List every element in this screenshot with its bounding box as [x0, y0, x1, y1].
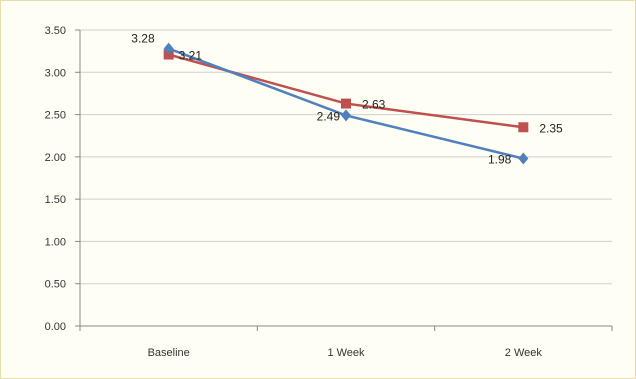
data-point-marker	[163, 42, 174, 55]
y-tick-label: 2.50	[45, 110, 66, 122]
y-tick-label: 3.50	[45, 25, 66, 37]
data-point-marker	[518, 152, 529, 165]
x-tick-label: 2 Week	[505, 347, 543, 359]
data-label: 2.35	[539, 121, 563, 135]
data-label: 3.21	[179, 49, 203, 63]
data-label: 2.49	[317, 109, 341, 123]
data-point-marker	[341, 109, 351, 122]
y-tick-label: 0.50	[45, 279, 66, 291]
x-tick-label: 1 Week	[327, 347, 365, 359]
data-label: 1.98	[488, 153, 512, 167]
data-point-marker	[341, 98, 351, 109]
y-tick-label: 2.00	[45, 152, 66, 164]
y-tick-label: 0.00	[45, 321, 66, 333]
y-tick-label: 3.00	[45, 67, 66, 79]
x-tick-label: Baseline	[148, 347, 190, 359]
data-label: 3.28	[131, 32, 155, 46]
data-label: 2.63	[362, 98, 386, 112]
data-point-marker	[518, 122, 529, 133]
y-tick-label: 1.00	[45, 236, 66, 248]
y-tick-label: 1.50	[45, 194, 66, 206]
